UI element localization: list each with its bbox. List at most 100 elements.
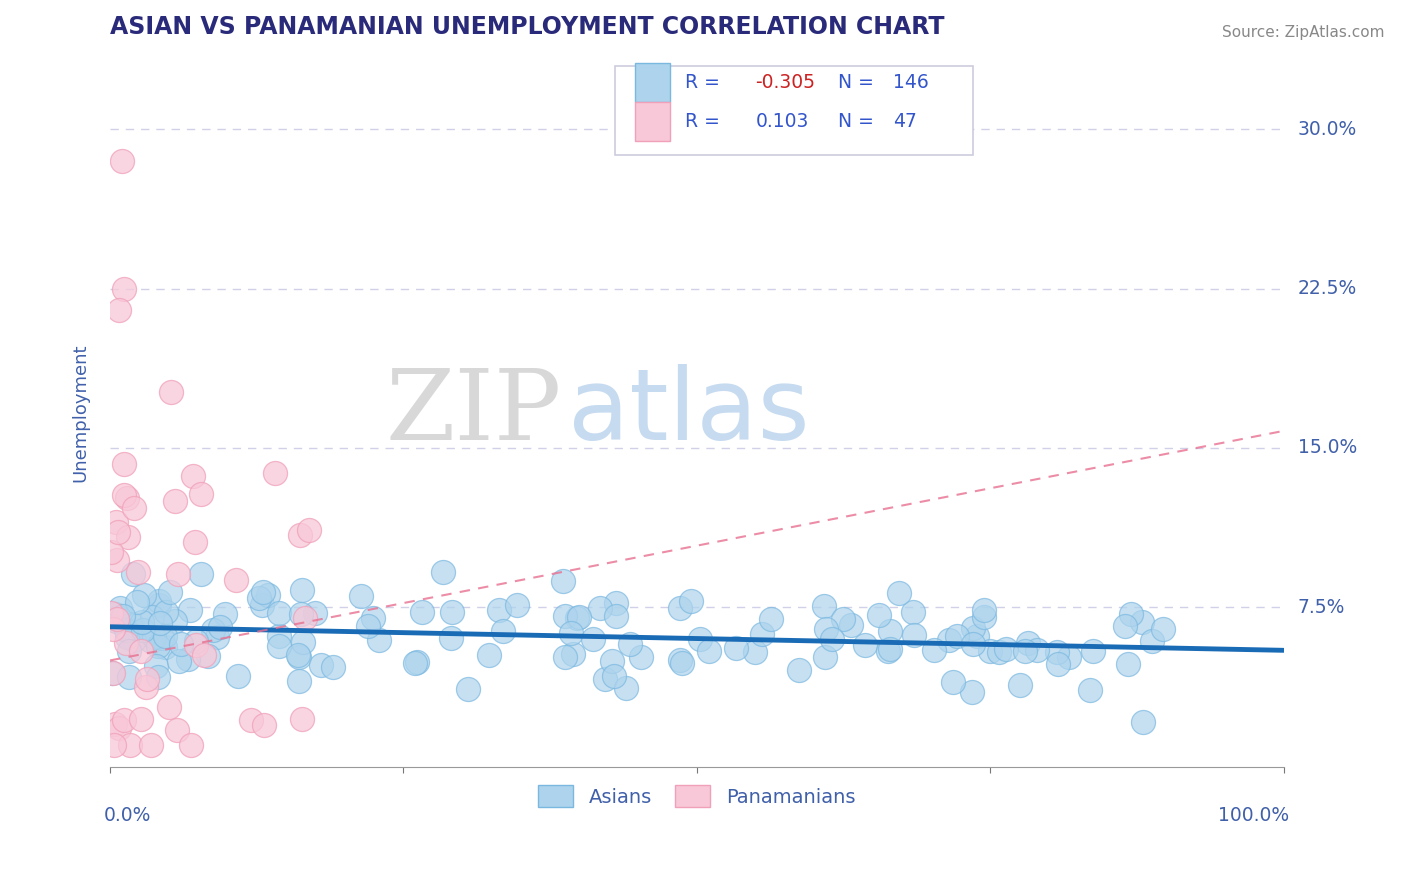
Point xyxy=(117,670,139,684)
Point xyxy=(440,605,463,619)
Point xyxy=(605,608,627,623)
Point xyxy=(669,653,692,667)
Point xyxy=(671,657,693,671)
Point xyxy=(1046,645,1069,659)
Point xyxy=(252,585,274,599)
Point xyxy=(960,685,983,699)
Point xyxy=(567,610,589,624)
Point xyxy=(1078,683,1101,698)
Point xyxy=(1119,607,1142,622)
Point xyxy=(322,660,344,674)
Point xyxy=(104,516,127,530)
Point xyxy=(938,632,960,647)
Point xyxy=(668,601,690,615)
Point xyxy=(724,641,747,656)
Point xyxy=(288,528,311,542)
Point xyxy=(148,593,170,607)
Point xyxy=(163,614,186,628)
Point xyxy=(787,664,810,678)
Point xyxy=(122,632,145,647)
Point xyxy=(814,649,837,664)
Text: ASIAN VS PANAMANIAN UNEMPLOYMENT CORRELATION CHART: ASIAN VS PANAMANIAN UNEMPLOYMENT CORRELA… xyxy=(110,15,945,39)
Point xyxy=(112,713,135,727)
Point xyxy=(122,501,145,516)
Point xyxy=(839,618,862,632)
Text: R =: R = xyxy=(685,112,720,131)
Point xyxy=(567,610,589,624)
Point xyxy=(946,629,969,643)
Point xyxy=(114,636,136,650)
Point xyxy=(297,523,319,537)
Point xyxy=(129,712,152,726)
Point xyxy=(184,633,207,648)
Point xyxy=(101,666,124,681)
Point xyxy=(560,626,582,640)
Point xyxy=(879,642,901,657)
Point xyxy=(291,712,314,726)
Point xyxy=(290,607,312,622)
Point xyxy=(121,617,143,632)
Point xyxy=(478,648,501,662)
Point xyxy=(143,630,166,644)
Point xyxy=(125,595,148,609)
Point xyxy=(367,632,389,647)
Point xyxy=(602,669,624,683)
Point xyxy=(294,611,316,625)
FancyBboxPatch shape xyxy=(614,66,973,154)
Point xyxy=(112,488,135,502)
Point xyxy=(136,672,159,686)
Point xyxy=(1014,644,1036,658)
Point xyxy=(879,624,901,638)
Point xyxy=(309,658,332,673)
Point xyxy=(180,739,202,753)
Point xyxy=(679,594,702,608)
Point xyxy=(148,598,170,612)
Point xyxy=(506,598,529,612)
Y-axis label: Unemployment: Unemployment xyxy=(72,343,89,482)
Text: 7.5%: 7.5% xyxy=(1298,598,1346,616)
Point xyxy=(104,614,127,628)
Point xyxy=(111,154,134,169)
Point xyxy=(135,680,157,694)
Point xyxy=(1132,714,1154,729)
Point xyxy=(163,494,186,508)
Point xyxy=(1017,636,1039,650)
Point xyxy=(153,640,176,654)
Point xyxy=(1130,615,1153,629)
Point xyxy=(184,638,207,652)
Point xyxy=(101,623,124,637)
Point xyxy=(589,601,612,615)
Point xyxy=(744,645,766,659)
Point xyxy=(118,644,141,658)
Point xyxy=(108,302,131,317)
Point xyxy=(179,603,201,617)
Point xyxy=(257,588,280,602)
Point xyxy=(250,598,273,612)
Point xyxy=(166,723,188,737)
Text: ZIP: ZIP xyxy=(385,365,562,461)
Point xyxy=(209,620,232,634)
Text: 146: 146 xyxy=(893,73,928,92)
Point xyxy=(146,670,169,684)
Point xyxy=(101,666,124,681)
Point xyxy=(630,650,652,665)
Point xyxy=(202,623,225,637)
Point xyxy=(287,648,309,662)
Point xyxy=(100,545,122,559)
Point xyxy=(105,553,128,567)
Point xyxy=(104,717,127,731)
Point xyxy=(411,605,433,619)
Point xyxy=(167,654,190,668)
Point xyxy=(139,634,162,648)
Point xyxy=(157,700,180,714)
Point xyxy=(1025,643,1047,657)
Point xyxy=(155,606,177,620)
Text: 30.0%: 30.0% xyxy=(1298,120,1357,138)
FancyBboxPatch shape xyxy=(634,63,669,103)
Point xyxy=(149,616,172,631)
Point xyxy=(167,567,190,582)
Point xyxy=(614,681,637,695)
Text: 22.5%: 22.5% xyxy=(1298,279,1357,298)
Point xyxy=(600,654,623,668)
Point xyxy=(112,281,135,295)
